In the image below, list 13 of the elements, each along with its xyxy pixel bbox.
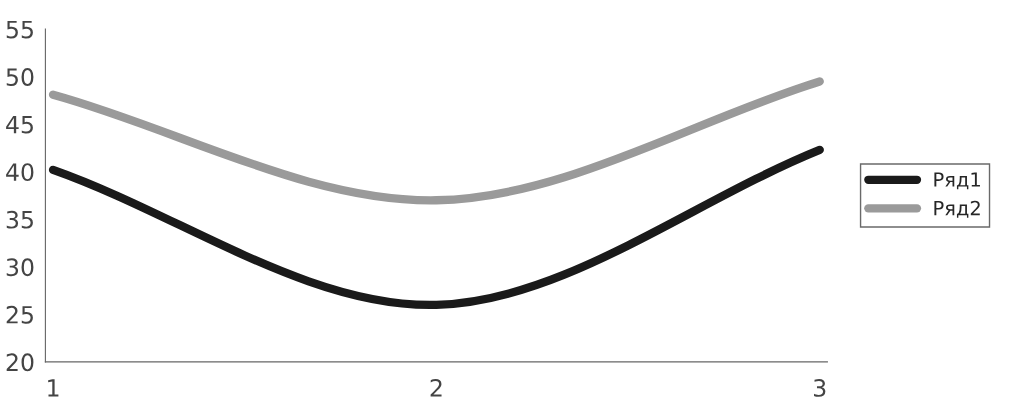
x-tick-label: 1	[48, 379, 59, 397]
y-tick-label: 40	[6, 163, 34, 182]
legend-label: Ряд2	[934, 200, 980, 218]
legend-label: Ряд1	[934, 172, 980, 190]
y-tick-label: 30	[6, 258, 34, 277]
y-tick-label: 45	[6, 115, 33, 134]
y-tick-label: 55	[6, 20, 33, 39]
y-tick-label: 35	[6, 210, 33, 229]
y-tick-label: 25	[6, 305, 33, 324]
x-tick-label: 3	[814, 379, 826, 397]
y-tick-label: 50	[6, 68, 34, 86]
y-tick-label: 20	[6, 353, 34, 372]
x-tick-label: 2	[430, 379, 442, 397]
